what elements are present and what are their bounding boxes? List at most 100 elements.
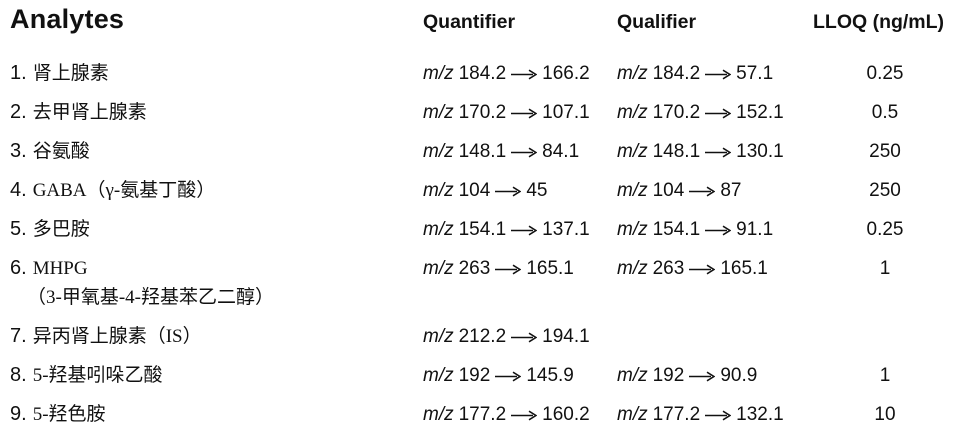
table-header-row: Analytes Quantifier Qualifier LLOQ (ng/m… [10, 4, 979, 54]
quantifier-parent-mass: 104 [458, 180, 491, 201]
qualifier-parent-mass: 192 [652, 365, 685, 386]
quantifier-product-mass: 137.1 [542, 219, 590, 240]
analyte-name: 谷氨酸 [32, 141, 90, 162]
table-row: 9. 5-羟色胺 m/z 177.2 160.2 m/z 177.2 132.1 10 [10, 395, 979, 424]
transition-arrow-icon [705, 410, 732, 421]
analyte-cell: 2. 去甲肾上腺素 [10, 100, 423, 125]
qualifier-parent-mass: 148.1 [652, 141, 701, 162]
analyte-name: 多巴胺 [32, 219, 90, 240]
mz-label: m/z [423, 365, 454, 386]
mz-label: m/z [423, 102, 454, 123]
transition-arrow-icon [705, 108, 732, 119]
mz-label: m/z [617, 365, 648, 386]
quantifier-parent-mass: 192 [458, 365, 491, 386]
quantifier-parent-mass: 177.2 [458, 404, 507, 424]
mz-label: m/z [617, 258, 648, 279]
qualifier-parent-mass: 184.2 [652, 63, 701, 84]
analyte-number: 7. [10, 325, 27, 347]
column-header-qualifier: Qualifier [617, 11, 697, 33]
qualifier-product-mass: 57.1 [736, 63, 774, 84]
table-row: 6. MHPG （3-甲氧基-4-羟基苯乙二醇） m/z 263 165.1 m/z 2… [10, 249, 979, 317]
qualifier-parent-mass: 154.1 [652, 219, 701, 240]
quantifier-parent-mass: 154.1 [458, 219, 507, 240]
analyte-cell: 1. 肾上腺素 [10, 61, 423, 86]
mz-label: m/z [617, 141, 648, 162]
table-row: 2. 去甲肾上腺素 m/z 170.2 107.1 m/z 170.2 152.1 0.5 [10, 93, 979, 132]
qualifier-product-mass: 87 [720, 180, 742, 201]
lloq-cell: 1 [879, 365, 891, 386]
analyte-number: 5. [10, 218, 27, 240]
qualifier-product-mass: 91.1 [736, 219, 774, 240]
quantifier-product-mass: 45 [526, 180, 548, 201]
analyte-cell: 3. 谷氨酸 [10, 139, 423, 164]
transition-arrow-icon [511, 69, 538, 80]
quantifier-product-mass: 84.1 [542, 141, 580, 162]
lloq-cell: 250 [869, 180, 901, 201]
quantifier-parent-mass: 212.2 [458, 326, 507, 347]
transition-arrow-icon [511, 225, 538, 236]
analyte-number: 4. [10, 179, 27, 201]
transition-arrow-icon [689, 371, 716, 382]
analyte-number: 3. [10, 140, 27, 162]
quantifier-cell: m/z 154.1 137.1 [423, 218, 617, 242]
analyte-number: 1. [10, 62, 27, 84]
mz-label: m/z [617, 180, 648, 201]
quantifier-product-mass: 166.2 [542, 63, 590, 84]
quantifier-cell: m/z 184.2 166.2 [423, 62, 617, 86]
lloq-cell: 250 [869, 141, 901, 162]
quantifier-product-mass: 194.1 [542, 326, 590, 347]
qualifier-parent-mass: 177.2 [652, 404, 701, 424]
table-row: 5. 多巴胺 m/z 154.1 137.1 m/z 154.1 91.1 0.25 [10, 210, 979, 249]
quantifier-cell: m/z 148.1 84.1 [423, 140, 617, 164]
qualifier-cell: m/z 104 87 [617, 179, 813, 203]
mz-label: m/z [423, 219, 454, 240]
quantifier-parent-mass: 184.2 [458, 63, 507, 84]
analyte-cell: 5. 多巴胺 [10, 217, 423, 242]
mz-label: m/z [423, 404, 454, 424]
lloq-cell: 0.25 [866, 219, 904, 240]
quantifier-cell: m/z 263 165.1 [423, 257, 617, 281]
qualifier-cell: m/z 154.1 91.1 [617, 218, 813, 242]
analyte-number: 9. [10, 403, 27, 424]
transition-arrow-icon [495, 264, 522, 275]
quantifier-cell: m/z 177.2 160.2 [423, 403, 617, 424]
table-row: 1. 肾上腺素 m/z 184.2 166.2 m/z 184.2 57.1 0.25 [10, 54, 979, 93]
transition-arrow-icon [511, 147, 538, 158]
analyte-name: 去甲肾上腺素 [32, 102, 147, 123]
table-row: 8. 5-羟基吲哚乙酸 m/z 192 145.9 m/z 192 90.9 1 [10, 356, 979, 395]
transition-arrow-icon [689, 264, 716, 275]
mz-label: m/z [617, 63, 648, 84]
qualifier-cell: m/z 192 90.9 [617, 364, 813, 388]
transition-arrow-icon [689, 186, 716, 197]
table-row: 4. GABA（γ-氨基丁酸） m/z 104 45 m/z 104 87 250 [10, 171, 979, 210]
analyte-number: 2. [10, 101, 27, 123]
transition-arrow-icon [705, 147, 732, 158]
lloq-cell: 1 [879, 258, 891, 279]
analyte-cell: 4. GABA（γ-氨基丁酸） [10, 178, 423, 203]
quantifier-product-mass: 160.2 [542, 404, 590, 424]
transition-arrow-icon [511, 108, 538, 119]
qualifier-parent-mass: 170.2 [652, 102, 701, 123]
qualifier-parent-mass: 263 [652, 258, 685, 279]
qualifier-cell: m/z 177.2 132.1 [617, 403, 813, 424]
mz-label: m/z [617, 102, 648, 123]
lloq-cell: 0.5 [871, 102, 899, 123]
transition-arrow-icon [495, 371, 522, 382]
transition-arrow-icon [511, 332, 538, 343]
analyte-name: 5-羟色胺 [32, 404, 106, 424]
quantifier-parent-mass: 170.2 [458, 102, 507, 123]
transition-arrow-icon [511, 410, 538, 421]
qualifier-parent-mass: 104 [652, 180, 685, 201]
qualifier-cell: m/z 148.1 130.1 [617, 140, 813, 164]
qualifier-product-mass: 90.9 [720, 365, 758, 386]
qualifier-product-mass: 130.1 [736, 141, 784, 162]
mz-label: m/z [423, 63, 454, 84]
analyte-name: MHPG [32, 258, 88, 279]
quantifier-cell: m/z 170.2 107.1 [423, 101, 617, 125]
analyte-cell: 8. 5-羟基吲哚乙酸 [10, 363, 423, 388]
analyte-name: 5-羟基吲哚乙酸 [32, 365, 163, 386]
analyte-number: 8. [10, 364, 27, 386]
qualifier-cell: m/z 184.2 57.1 [617, 62, 813, 86]
